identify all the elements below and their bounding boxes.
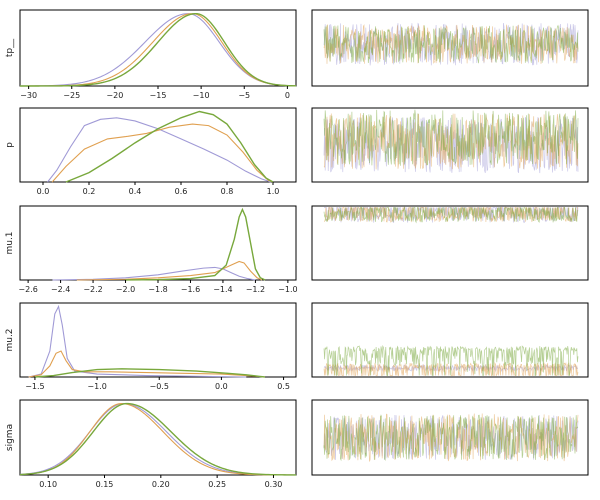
- density-line-2: [19, 403, 296, 476]
- x-tick-label: 1.0: [267, 187, 280, 196]
- trace-panels: [311, 9, 589, 476]
- trace-line-3: [323, 24, 579, 64]
- panel-frame: [311, 302, 589, 378]
- x-tick-label: −1.8: [148, 285, 167, 294]
- y-axis-label: tp__: [5, 38, 15, 57]
- panel-frame: [19, 107, 297, 183]
- trace-line-2: [323, 206, 578, 223]
- x-tick-label: 0.15: [96, 480, 114, 489]
- density-panel-2: 0.0 0.2 0.4 0.6 0.8 1.0 p: [5, 107, 297, 196]
- x-tick-label: −2.2: [83, 285, 102, 294]
- x-tick-label: −1.6: [181, 285, 200, 294]
- x-tick-label: 0.30: [265, 480, 283, 489]
- x-tick-label: 0.0: [37, 187, 50, 196]
- trace-panel-1: [311, 9, 589, 87]
- x-tick-label: 0.8: [221, 187, 234, 196]
- x-tick-label: −25: [63, 91, 80, 100]
- density-line-3: [34, 368, 266, 378]
- x-tick-label: 0.4: [129, 187, 142, 196]
- x-tick-label: 0.0: [215, 382, 228, 391]
- x-tick-label: −1.0: [87, 382, 106, 391]
- x-tick-label: 0.20: [152, 480, 170, 489]
- density-panel-3: −2.6 −2.4 −2.2 −2.0 −1.8 −1.6 −1.4 −1.2 −1.0 mu.1: [5, 205, 298, 294]
- x-tick-label: 0: [285, 91, 290, 100]
- density-panel-1: −30 −25 −20 −15 −10 −5 0 tp__: [5, 9, 297, 100]
- trace-line-3: [323, 206, 579, 224]
- density-line-2: [51, 123, 274, 183]
- panel-frame: [19, 9, 297, 87]
- x-tick-label: −2.6: [18, 285, 37, 294]
- x-tick-label: −1.2: [246, 285, 265, 294]
- y-axis-label: mu.2: [5, 328, 15, 351]
- x-tick-label: −2.0: [116, 285, 135, 294]
- trace-panel-3: [311, 205, 589, 281]
- x-tick-label: 0.10: [39, 480, 57, 489]
- trace-panel-2: [311, 107, 589, 183]
- x-tick-label: −0.5: [150, 382, 169, 391]
- trace-panel-5: [311, 399, 589, 476]
- x-tick-label: −1.0: [278, 285, 297, 294]
- y-axis-label: mu.1: [5, 231, 15, 254]
- x-tick-label: −5: [238, 91, 250, 100]
- x-tick-label: 0.6: [175, 187, 188, 196]
- density-panel-5: 0.10 0.15 0.20 0.25 0.30 sigma: [5, 399, 297, 489]
- density-line-1: [28, 304, 247, 378]
- y-axis-label: p: [5, 142, 15, 148]
- density-line-1: [47, 117, 271, 183]
- x-tick-label: 0.2: [83, 187, 96, 196]
- density-line-3: [125, 207, 266, 281]
- density-line-3: [20, 12, 297, 87]
- density-panels: −30 −25 −20 −15 −10 −5 0 tp__ 0.0 0.2 0.4 0.6 0.8 1.0…: [5, 9, 298, 489]
- density-line-2: [76, 260, 263, 281]
- trace-panel-4: [311, 302, 589, 378]
- x-tick-label: −20: [106, 91, 123, 100]
- x-tick-label: −15: [150, 91, 167, 100]
- panel-frame: [19, 205, 297, 281]
- y-axis-label: sigma: [5, 424, 15, 451]
- panel-frame: [19, 302, 297, 378]
- trace-line-3: [323, 109, 579, 166]
- density-line-3: [19, 402, 297, 476]
- x-tick-label: −2.4: [51, 285, 70, 294]
- panel-frame: [19, 399, 297, 476]
- x-tick-label: 0.5: [277, 382, 290, 391]
- trace-line-3: [323, 344, 579, 377]
- density-line-3: [65, 110, 274, 183]
- density-panel-4: −1.5 −1.0 −0.5 0.0 0.5 mu.2: [5, 302, 297, 391]
- x-tick-label: −30: [20, 91, 37, 100]
- trace-line-3: [323, 414, 579, 462]
- x-tick-label: −10: [193, 91, 210, 100]
- x-tick-label: 0.25: [208, 480, 226, 489]
- density-line-1: [52, 266, 256, 281]
- x-tick-label: −1.5: [25, 382, 44, 391]
- density-line-2: [28, 350, 265, 378]
- x-tick-label: −1.4: [213, 285, 232, 294]
- trace-line-2: [323, 24, 579, 64]
